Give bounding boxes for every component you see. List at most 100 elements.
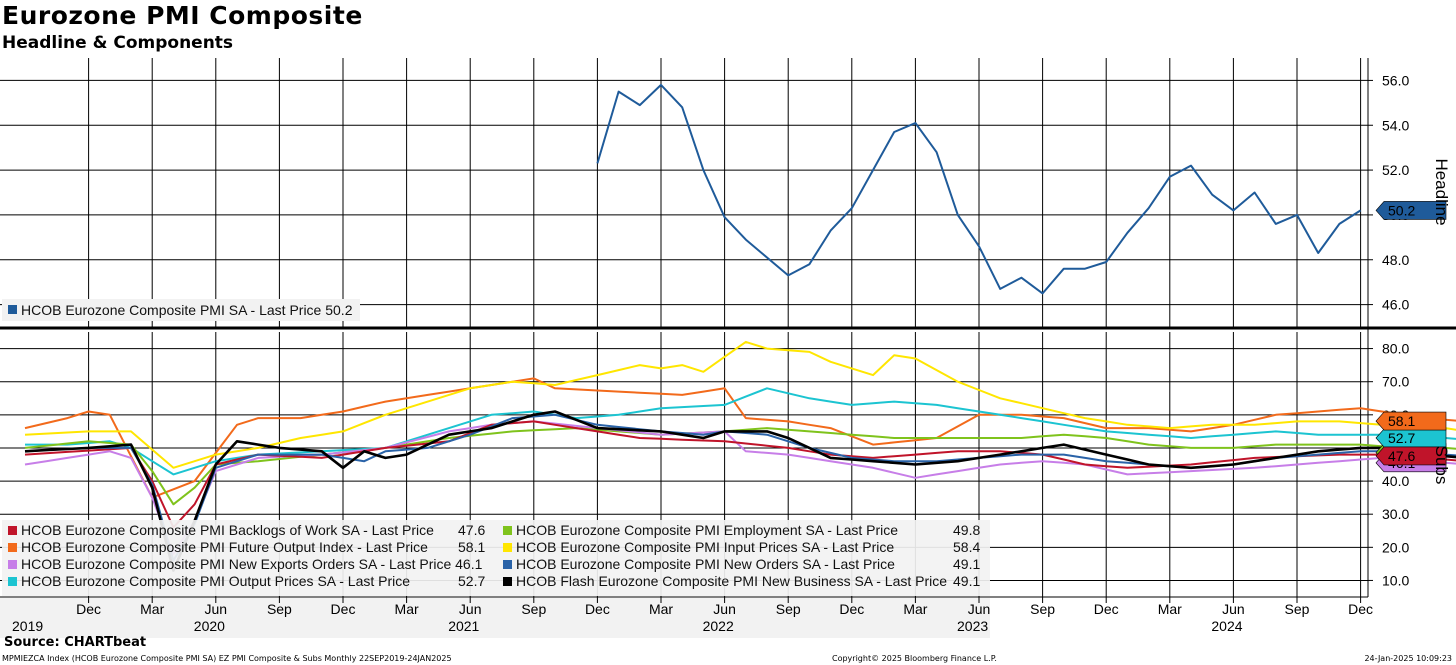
series-line-headline	[596, 83, 1362, 295]
axis-title-headline: Headline	[1432, 158, 1451, 225]
y-tick-label: 54.0	[1382, 117, 1409, 133]
legend-swatch	[8, 577, 17, 586]
x-tick-label: Mar	[649, 601, 673, 617]
x-year-label: 2020	[194, 618, 225, 634]
legend-label: HCOB Eurozone Composite PMI SA - Last Pr…	[21, 302, 353, 318]
x-tick-label: Mar	[1158, 601, 1182, 617]
legend-swatch	[8, 305, 17, 314]
series-line-output_prices	[25, 387, 1456, 476]
subs-lines	[24, 340, 1456, 572]
x-year-label: 2023	[957, 618, 988, 634]
x-tick-label: Dec	[1094, 601, 1119, 617]
legend-swatch	[8, 560, 17, 569]
x-year-label: 2022	[703, 618, 734, 634]
grid-lines	[0, 58, 1456, 598]
legend-swatch	[8, 526, 17, 535]
legend-value: 49.1	[953, 556, 980, 572]
x-tick-label: Mar	[140, 601, 164, 617]
x-year-label: 2021	[448, 618, 479, 634]
series-line-employment	[24, 427, 1456, 506]
series-line-new_orders	[24, 413, 1456, 562]
chart-subtitle: Headline & Components	[2, 33, 234, 53]
tag-future: 58.1	[1388, 413, 1415, 429]
legend-value: 47.6	[458, 522, 485, 538]
chart-title: Eurozone PMI Composite	[2, 1, 363, 30]
legend-label: HCOB Eurozone Composite PMI Input Prices…	[516, 539, 894, 555]
x-tick-label: Sep	[521, 601, 546, 617]
legend-value: 58.1	[458, 539, 485, 555]
x-tick-label: Jun	[459, 601, 482, 617]
axis-titles: Headline Subs	[1432, 158, 1451, 484]
x-tick-label: Sep	[1030, 601, 1055, 617]
y-tick-label: 70.0	[1382, 374, 1409, 390]
legend-value: 49.8	[953, 522, 980, 538]
y-tick-label: 10.0	[1382, 572, 1409, 588]
tag-output-prices-bg	[1375, 428, 1447, 448]
legend-value: 58.4	[953, 539, 980, 555]
y-tick-label: 80.0	[1382, 341, 1409, 357]
legend-swatch	[503, 577, 512, 586]
tag-future-bg	[1375, 411, 1447, 431]
legend-label: HCOB Flash Eurozone Composite PMI New Bu…	[516, 573, 947, 589]
x-axis: Dec Mar Jun Sep Dec Mar Jun Sep Dec Mar Jun Sep Dec M…	[0, 597, 1373, 638]
x-tick-label: Dec	[839, 601, 864, 617]
y-tick-label: 40.0	[1382, 473, 1409, 489]
legend-label: HCOB Eurozone Composite PMI New Exports …	[21, 556, 483, 572]
legend-label: HCOB Eurozone Composite PMI Output Price…	[21, 573, 410, 589]
x-tick-label: Jun	[713, 601, 736, 617]
x-tick-label: Dec	[585, 601, 610, 617]
x-tick-label: Mar	[395, 601, 419, 617]
y-tick-label: 30.0	[1382, 506, 1409, 522]
legend-label: HCOB Eurozone Composite PMI Future Outpu…	[21, 539, 428, 555]
tag-headline-bg	[1375, 201, 1447, 220]
source-note: Source: CHARTbeat	[4, 635, 147, 650]
last-value-tags: 50.249.852.758.146.147.6	[1375, 201, 1447, 473]
x-tick-label: Dec	[1348, 601, 1373, 617]
x-tick-label: Dec	[76, 601, 101, 617]
legend-swatch	[503, 560, 512, 569]
x-axis-band	[0, 598, 990, 638]
x-year-label: 2019	[12, 618, 43, 634]
tag-backlogs-bg	[1375, 446, 1447, 466]
tag-output-prices: 52.7	[1388, 430, 1415, 446]
footer-index-info: MPMIEZCA Index (HCOB Eurozone Composite …	[2, 654, 452, 663]
headline-y-ticks: 46.048.050.052.054.056.0	[1368, 72, 1409, 313]
y-tick-label: 56.0	[1382, 72, 1409, 88]
legend-box	[2, 520, 990, 596]
legend-value: 49.1	[953, 573, 980, 589]
series-line-input_prices	[24, 340, 1456, 469]
x-tick-label: Mar	[903, 601, 927, 617]
x-tick-label: Jun	[1222, 601, 1245, 617]
x-tick-label: Sep	[267, 601, 292, 617]
y-tick-label: 20.0	[1382, 539, 1409, 555]
headline-legend: HCOB Eurozone Composite PMI SA - Last Pr…	[2, 299, 360, 321]
legend-swatch	[503, 543, 512, 552]
legend-label: HCOB Eurozone Composite PMI New Orders S…	[516, 556, 895, 572]
y-tick-label: 48.0	[1382, 252, 1409, 268]
series-line-backlogs	[24, 420, 1456, 529]
legend-box	[2, 299, 360, 321]
tag-headline: 50.2	[1388, 202, 1415, 218]
footer-timestamp: 24-Jan-2025 10:09:23	[1364, 654, 1452, 663]
x-tick-label: Sep	[776, 601, 801, 617]
legend-value: 52.7	[458, 573, 485, 589]
legend-label: HCOB Eurozone Composite PMI Backlogs of …	[21, 522, 434, 538]
subs-legend: HCOB Eurozone Composite PMI Backlogs of …	[2, 520, 990, 596]
footer-copyright: Copyright© 2025 Bloomberg Finance L.P.	[832, 654, 997, 663]
series-line-future	[24, 377, 1456, 499]
x-tick-label: Jun	[968, 601, 991, 617]
x-tick-label: Sep	[1285, 601, 1310, 617]
tag-backlogs: 47.6	[1388, 448, 1415, 464]
legend-swatch	[503, 526, 512, 535]
x-tick-label: Jun	[205, 601, 228, 617]
headline-line	[596, 83, 1362, 295]
legend-label: HCOB Eurozone Composite PMI Employment S…	[516, 522, 898, 538]
x-year-label: 2024	[1211, 618, 1242, 634]
y-tick-label: 52.0	[1382, 162, 1409, 178]
y-tick-label: 46.0	[1382, 297, 1409, 313]
axis-title-subs: Subs	[1432, 446, 1451, 485]
legend-swatch	[8, 543, 17, 552]
series-line-new_business	[24, 410, 1456, 572]
x-tick-label: Dec	[331, 601, 356, 617]
